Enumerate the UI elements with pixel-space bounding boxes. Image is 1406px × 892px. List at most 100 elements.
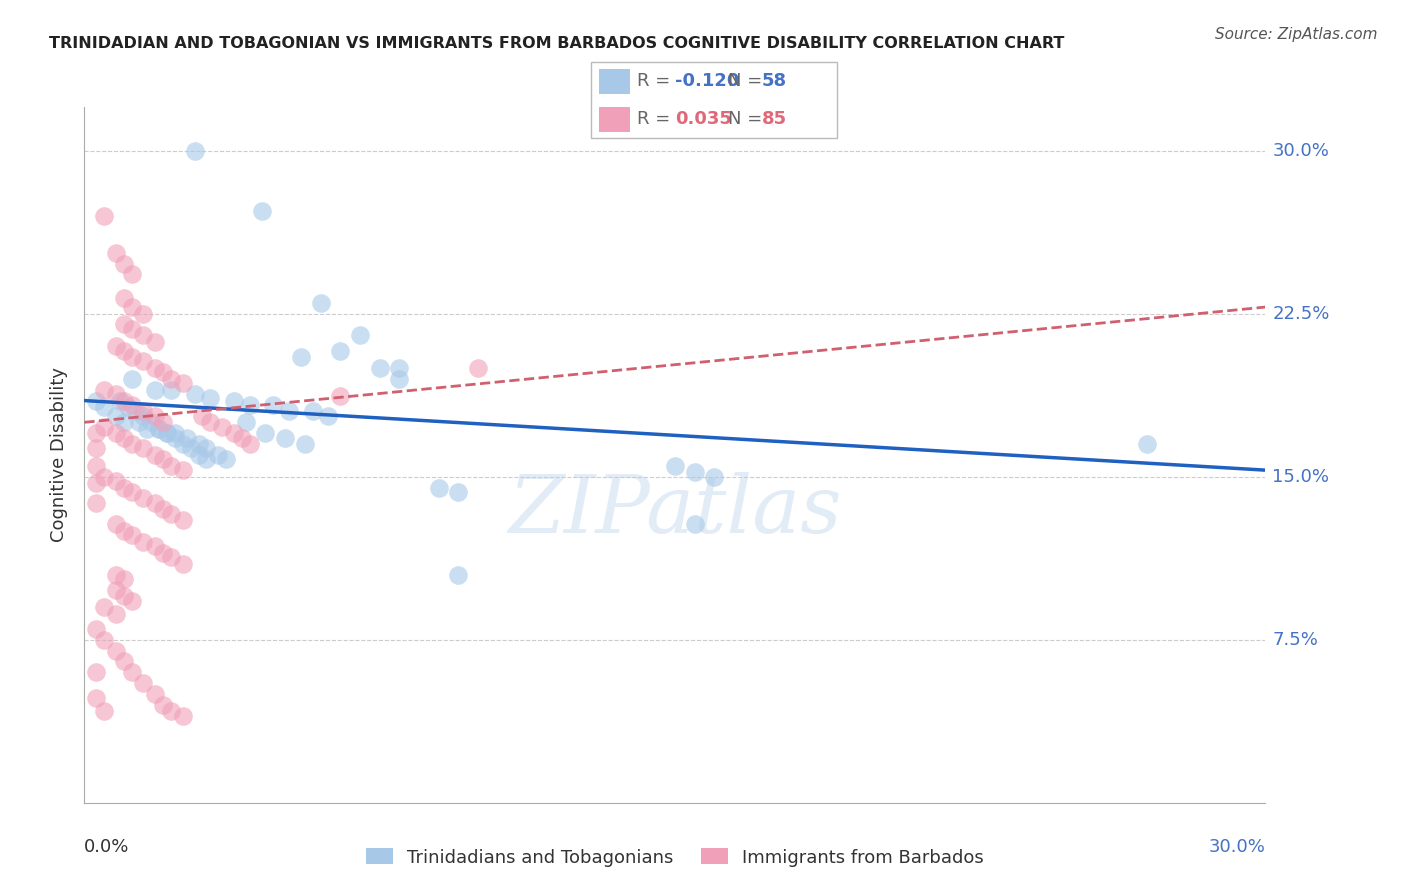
Point [294, 437, 316, 451]
Point [84, 665, 107, 680]
Point [104, 339, 127, 353]
Point [172, 463, 194, 477]
Text: 22.5%: 22.5% [1272, 304, 1330, 323]
Point [121, 398, 143, 412]
Point [329, 389, 352, 403]
Point [104, 245, 127, 260]
Point [132, 535, 155, 549]
Text: 30.0%: 30.0% [1272, 142, 1329, 160]
Point [93, 632, 115, 647]
Point [152, 452, 174, 467]
Point [160, 705, 183, 719]
Y-axis label: Cognitive Disability: Cognitive Disability [51, 368, 69, 542]
Point [121, 350, 143, 364]
Point [121, 300, 143, 314]
Point [143, 409, 166, 423]
Point [143, 687, 166, 701]
Point [160, 372, 183, 386]
Point [93, 600, 115, 615]
Point [112, 524, 135, 538]
Point [274, 431, 297, 445]
Point [84, 442, 107, 456]
Point [121, 665, 143, 680]
Point [93, 400, 115, 414]
Text: N =: N = [728, 111, 768, 128]
Point [84, 458, 107, 473]
Point [121, 268, 143, 282]
Point [93, 469, 115, 483]
Point [329, 343, 352, 358]
Point [176, 431, 198, 445]
Point [143, 496, 166, 510]
Point [93, 383, 115, 397]
Point [132, 676, 155, 690]
Point [200, 415, 222, 429]
Point [132, 328, 155, 343]
Text: N =: N = [728, 72, 768, 90]
Point [93, 705, 115, 719]
Point [187, 437, 209, 451]
Text: 85: 85 [762, 111, 787, 128]
Text: 0.0%: 0.0% [84, 838, 129, 856]
Point [152, 502, 174, 516]
Point [152, 698, 174, 712]
Point [160, 383, 183, 397]
Text: TRINIDADIAN AND TOBAGONIAN VS IMMIGRANTS FROM BARBADOS COGNITIVE DISABILITY CORR: TRINIDADIAN AND TOBAGONIAN VS IMMIGRANTS… [49, 36, 1064, 51]
Point [132, 354, 155, 368]
Point [104, 409, 127, 423]
Point [143, 334, 166, 349]
Text: 15.0%: 15.0% [1272, 467, 1330, 485]
Point [191, 409, 214, 423]
Point [703, 469, 725, 483]
Point [290, 350, 312, 364]
Point [143, 448, 166, 462]
Point [250, 204, 273, 219]
Point [447, 567, 470, 582]
Point [152, 415, 174, 429]
Point [231, 431, 253, 445]
Point [112, 481, 135, 495]
Point [104, 517, 127, 532]
Point [93, 419, 115, 434]
Point [172, 708, 194, 723]
Point [239, 398, 262, 412]
Point [207, 448, 229, 462]
Point [121, 372, 143, 386]
Point [235, 415, 257, 429]
Point [156, 426, 179, 441]
Point [132, 491, 155, 506]
Point [152, 365, 174, 379]
Point [112, 318, 135, 332]
Point [309, 295, 332, 310]
Point [172, 513, 194, 527]
Point [93, 209, 115, 223]
Point [132, 307, 155, 321]
Point [160, 507, 183, 521]
Text: 7.5%: 7.5% [1272, 631, 1319, 648]
Point [143, 360, 166, 375]
Point [301, 404, 323, 418]
Text: 58: 58 [762, 72, 787, 90]
Point [121, 322, 143, 336]
Point [84, 393, 107, 408]
Point [84, 622, 107, 636]
Point [262, 398, 284, 412]
Point [104, 643, 127, 657]
Point [121, 484, 143, 499]
Point [160, 550, 183, 565]
Point [112, 431, 135, 445]
Point [215, 452, 238, 467]
Legend: Trinidadians and Tobagonians, Immigrants from Barbados: Trinidadians and Tobagonians, Immigrants… [359, 841, 991, 874]
Text: Source: ZipAtlas.com: Source: ZipAtlas.com [1215, 27, 1378, 42]
Point [180, 442, 202, 456]
Point [195, 452, 218, 467]
Point [447, 484, 470, 499]
Point [172, 557, 194, 571]
Point [368, 360, 391, 375]
Point [104, 582, 127, 597]
Point [104, 387, 127, 401]
Point [195, 442, 218, 456]
Point [427, 481, 450, 495]
Point [163, 431, 186, 445]
Point [152, 546, 174, 560]
